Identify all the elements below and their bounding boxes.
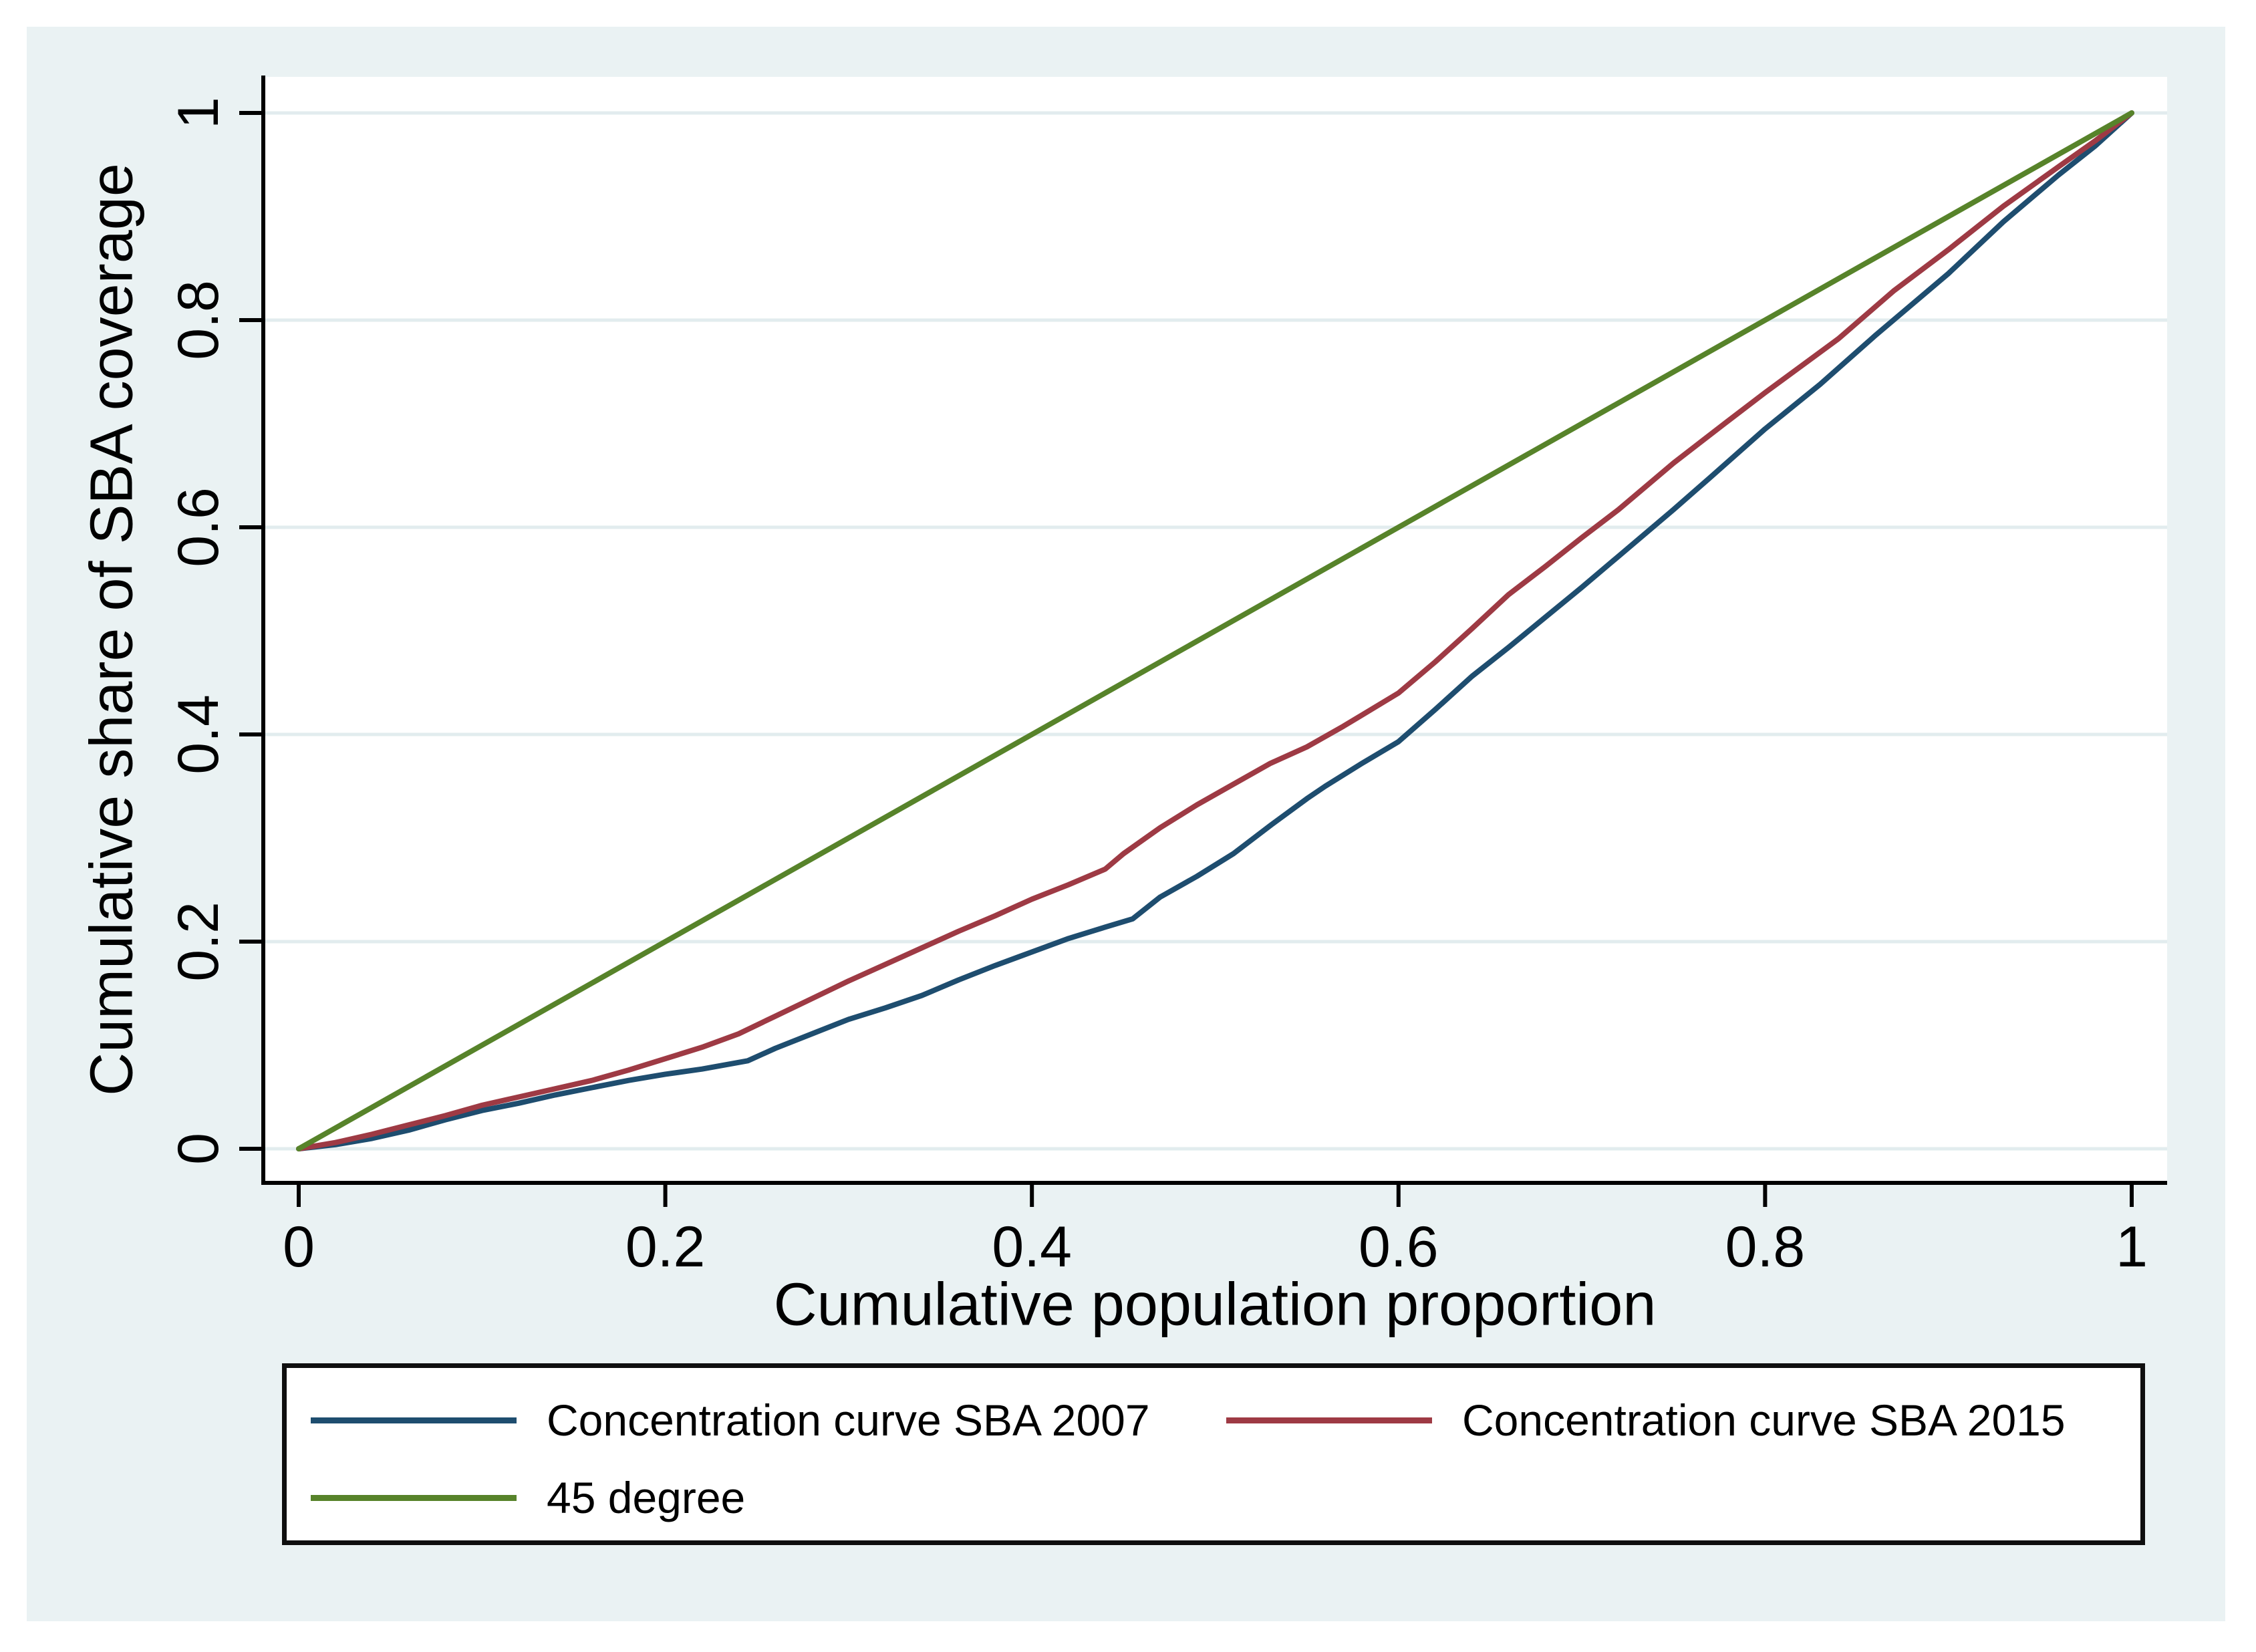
y-tick-label: 0.8: [166, 280, 231, 360]
legend-line-swatch-sba-2015: [1226, 1417, 1432, 1423]
x-tick-label: 0: [283, 1215, 315, 1279]
y-tick-label: 0: [166, 1133, 231, 1165]
legend-line-swatch-45-degree: [311, 1495, 517, 1501]
legend-label-sba-2015: Concentration curve SBA 2015: [1462, 1395, 2066, 1445]
legend: Concentration curve SBA 2007 Concentrati…: [282, 1363, 2145, 1545]
x-tick-label: 1: [2116, 1215, 2148, 1279]
x-tick-label: 0.8: [1725, 1215, 1806, 1279]
y-tick-label: 0.4: [166, 694, 231, 775]
x-axis-title: Cumulative population proportion: [773, 1271, 1657, 1339]
y-tick-label: 0.2: [166, 902, 231, 982]
legend-label-sba-2007: Concentration curve SBA 2007: [547, 1395, 1150, 1445]
x-tick-label: 0.6: [1359, 1215, 1439, 1279]
y-tick-label: 1: [166, 97, 231, 129]
legend-line-swatch-sba-2007: [311, 1417, 517, 1423]
x-tick-label: 0.2: [625, 1215, 706, 1279]
y-tick-label: 0.6: [166, 487, 231, 567]
x-tick-label: 0.4: [992, 1215, 1072, 1279]
legend-label-45-degree: 45 degree: [547, 1473, 746, 1522]
y-axis-title: Cumulative share of SBA coverage: [78, 163, 146, 1096]
